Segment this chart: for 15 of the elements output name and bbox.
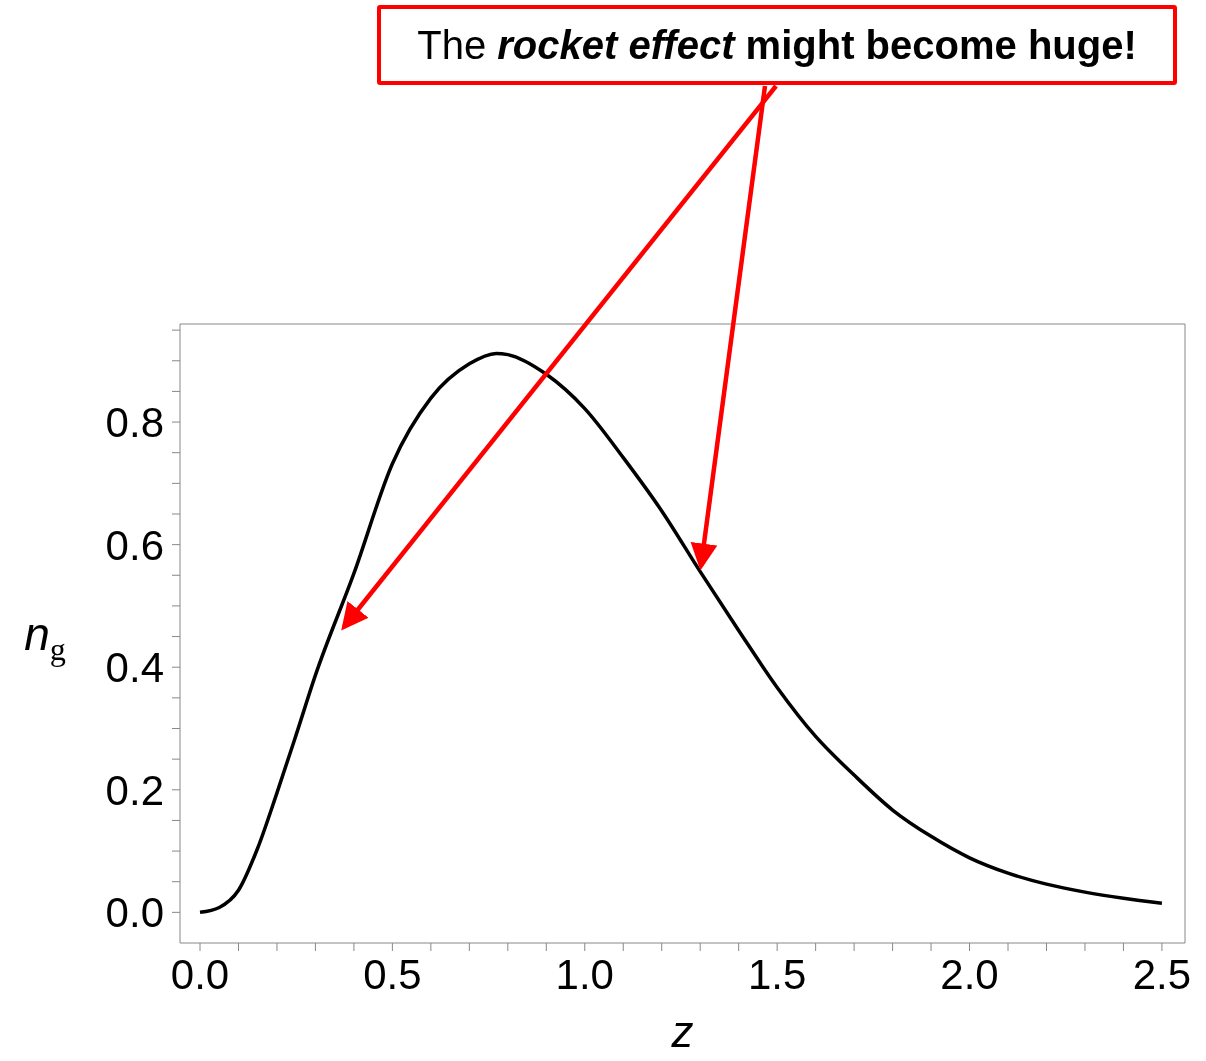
x-tick-label: 1.0 xyxy=(555,950,614,998)
x-tick-label: 2.0 xyxy=(940,950,999,998)
y-tick-label: 0.6 xyxy=(105,521,164,569)
line-series xyxy=(198,351,1164,915)
y-tick-label: 0.4 xyxy=(105,644,164,692)
x-tick-label: 0.0 xyxy=(170,950,230,998)
y-tick-label: 0.8 xyxy=(105,398,164,446)
y-tick-label: 0.0 xyxy=(105,889,164,937)
y-axis-title: n$_{g}$ xyxy=(24,607,66,667)
x-tick-label: 0.5 xyxy=(363,950,422,998)
y-tick-label: 0.2 xyxy=(105,766,164,814)
x-tick-label: 2.5 xyxy=(1132,950,1192,998)
text: The rocket effect might become huge! xyxy=(417,23,1137,67)
x-axis-title: z xyxy=(670,1007,694,1056)
x-tick-label: 1.5 xyxy=(747,950,807,998)
